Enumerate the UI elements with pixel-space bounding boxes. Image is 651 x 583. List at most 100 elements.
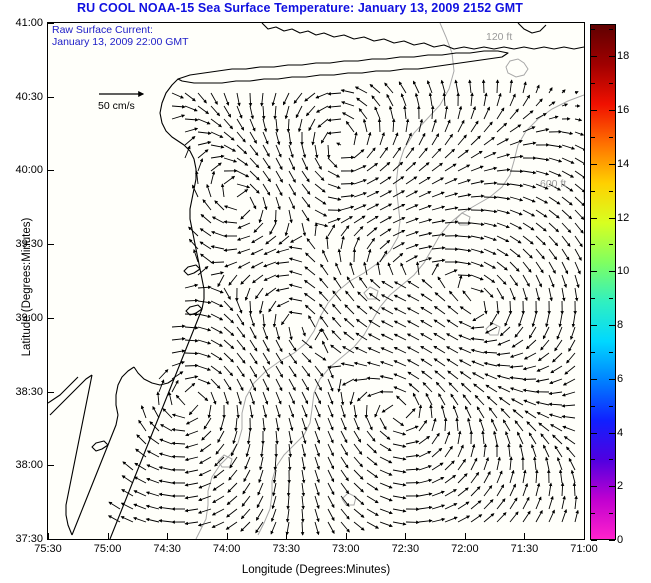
colorbar-minor-tick <box>591 83 595 85</box>
current-vector <box>509 497 518 510</box>
current-vector <box>496 222 510 229</box>
current-vector <box>485 384 498 393</box>
current-vector <box>253 222 264 233</box>
current-vector <box>574 144 584 151</box>
colorbar-tick-label: 6 <box>617 372 624 385</box>
current-vector <box>301 404 308 418</box>
current-vector <box>145 491 160 497</box>
current-vector <box>197 266 209 276</box>
y-tick-mark <box>48 96 54 98</box>
current-vector <box>301 196 311 208</box>
current-vector <box>308 118 316 132</box>
current-vector <box>509 139 523 146</box>
current-vector <box>249 183 260 194</box>
current-vector <box>366 361 381 367</box>
current-vector <box>197 118 211 125</box>
current-vector <box>273 456 278 471</box>
current-vector <box>275 183 283 197</box>
current-vector <box>431 219 446 224</box>
current-vector <box>535 482 541 497</box>
current-vector <box>248 300 253 315</box>
current-vector <box>184 495 199 500</box>
current-vector <box>184 136 196 146</box>
current-vector <box>574 170 584 179</box>
current-vector <box>522 365 537 371</box>
current-vector <box>210 339 223 347</box>
current-vector <box>215 443 225 455</box>
current-vector <box>535 128 550 133</box>
current-vector <box>210 162 222 172</box>
current-vector <box>457 119 465 133</box>
current-vector <box>379 203 393 211</box>
current-vector <box>574 183 584 193</box>
current-vector <box>314 404 321 418</box>
current-vector <box>406 333 420 341</box>
current-vector <box>535 209 548 218</box>
current-vector <box>366 521 380 529</box>
current-vector <box>285 508 290 523</box>
current-vector <box>561 157 575 164</box>
current-vector <box>535 98 543 107</box>
current-vector <box>300 521 305 536</box>
current-vector <box>236 391 242 406</box>
current-vector <box>405 408 416 419</box>
current-vector <box>418 478 433 484</box>
current-vector <box>366 177 380 185</box>
current-vector <box>225 521 238 530</box>
current-vector <box>353 443 363 455</box>
current-vector <box>535 157 550 162</box>
current-vector <box>353 521 365 531</box>
x-tick-mark <box>345 533 347 539</box>
current-vector <box>405 230 419 237</box>
current-vector <box>353 165 367 172</box>
current-vector <box>244 456 251 470</box>
current-vector <box>234 417 238 432</box>
current-vector <box>483 166 498 172</box>
current-vector <box>320 131 329 144</box>
current-vector <box>548 274 555 288</box>
current-vector <box>418 118 424 133</box>
current-vector <box>444 503 458 510</box>
current-vector <box>446 319 459 328</box>
x-tick-mark <box>286 533 288 539</box>
current-vector <box>392 417 405 427</box>
current-vector <box>509 124 522 133</box>
current-vector <box>548 495 554 510</box>
current-vector <box>327 131 342 135</box>
current-vector <box>356 97 368 107</box>
current-vector <box>418 450 432 458</box>
current-vector <box>558 469 563 484</box>
current-vector <box>528 432 537 445</box>
current-vector <box>566 352 576 364</box>
current-vector <box>197 300 212 305</box>
current-vector <box>228 274 238 286</box>
current-vector <box>431 133 440 146</box>
current-vector <box>199 241 212 250</box>
current-vector <box>364 404 369 419</box>
current-vector <box>535 170 550 176</box>
current-vector <box>197 521 212 527</box>
current-vector <box>496 261 508 271</box>
current-vector <box>236 189 249 198</box>
current-vector <box>327 365 342 369</box>
current-vector <box>393 346 407 354</box>
current-vector <box>284 222 290 237</box>
current-vector <box>171 441 186 446</box>
current-vector <box>327 196 342 201</box>
current-vector <box>437 276 446 289</box>
current-vector <box>184 521 199 526</box>
current-vector <box>564 365 576 375</box>
current-vector <box>366 482 379 491</box>
current-vector <box>457 248 472 253</box>
current-vector <box>236 352 246 364</box>
current-vector <box>548 261 556 274</box>
current-vector <box>540 339 550 351</box>
current-vector <box>496 92 502 107</box>
current-vector <box>420 293 433 302</box>
current-vector <box>159 438 173 445</box>
current-vector <box>275 352 284 365</box>
current-vector <box>314 378 322 391</box>
colorbar-tick-mark <box>609 540 615 541</box>
current-vector <box>301 326 306 337</box>
colorbar-tick-label: 0 <box>617 534 624 546</box>
